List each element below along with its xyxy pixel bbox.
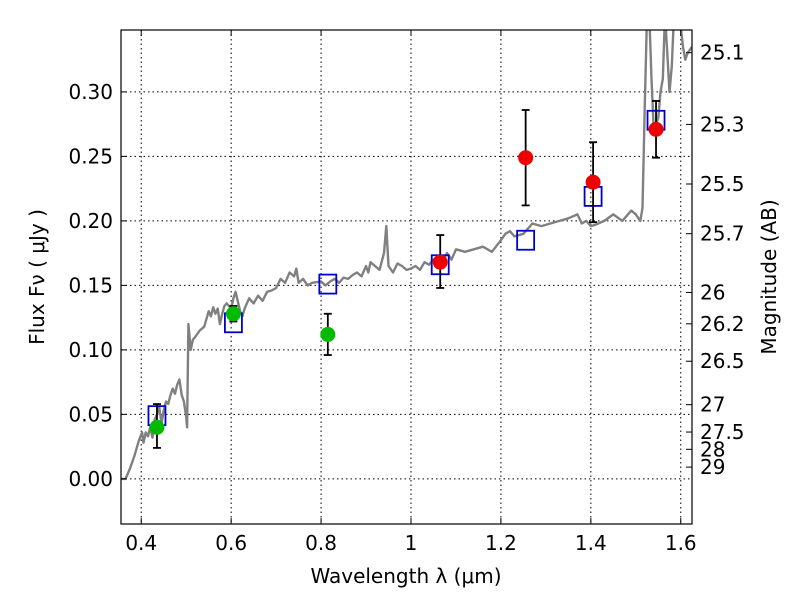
x-tick-label: 1	[405, 531, 418, 555]
y-tick-label: 0.20	[68, 209, 113, 233]
y2-axis-title: Magnitude (AB)	[757, 199, 781, 354]
x-tick-label: 1.6	[665, 531, 697, 555]
y2-tick-label: 26.5	[700, 349, 745, 373]
x-tick-label: 0.8	[305, 531, 337, 555]
x-tick-label: 0.4	[125, 531, 157, 555]
plot-area	[121, 30, 692, 481]
y-tick-label: 0.30	[68, 80, 113, 104]
model-square-point	[516, 229, 536, 251]
x-tick-label: 1.4	[575, 531, 607, 555]
y2-tick-label: 27.5	[700, 420, 745, 444]
template-spectrum-line	[121, 30, 692, 481]
y-tick-label: 0.05	[68, 402, 113, 426]
photometry-point	[320, 326, 336, 342]
photometry-point	[432, 254, 448, 270]
y-tick-label: 0.25	[68, 144, 113, 168]
grid	[121, 30, 692, 524]
photometry-point	[149, 419, 165, 435]
y2-tick-label: 25.5	[700, 172, 745, 196]
photometry-point	[648, 121, 664, 137]
photometry-point	[225, 306, 241, 322]
y2-tick-label: 25.7	[700, 222, 745, 246]
x-axis-title: Wavelength λ (μm)	[310, 564, 501, 588]
y2-tick-label: 25.3	[700, 112, 745, 136]
photometry-point	[518, 150, 534, 166]
y2-tick-label: 29	[700, 455, 725, 479]
y-tick-label: 0.15	[68, 273, 113, 297]
axes-frame	[120, 29, 693, 525]
x-tick-label: 0.6	[215, 531, 247, 555]
y-tick-label: 0.00	[68, 467, 113, 491]
model-square-point	[318, 273, 338, 295]
y-axis-title: Flux Fν ( μJy )	[25, 209, 49, 345]
y2-tick-label: 27	[700, 393, 725, 417]
y2-tick-label: 25.1	[700, 41, 745, 65]
y-tick-label: 0.10	[68, 338, 113, 362]
ticks	[121, 30, 692, 524]
y2-tick-label: 26.2	[700, 312, 745, 336]
x-tick-label: 1.2	[485, 531, 517, 555]
photometry-point	[585, 174, 601, 190]
y2-tick-label: 26	[700, 280, 725, 304]
tick-labels: 0.4 0.6 0.8 1 1.2 1.4 1.6 0.00 0.05 0.10 0.15 0.20 0…	[68, 41, 744, 555]
y2-tick-label: 28	[700, 437, 725, 461]
